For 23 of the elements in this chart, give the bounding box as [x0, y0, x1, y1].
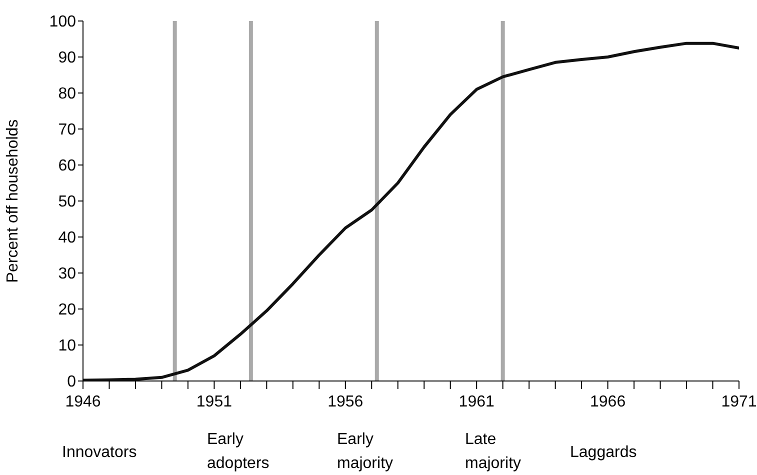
text: Innovators: [62, 443, 138, 463]
y-tick-label: 70: [58, 122, 76, 139]
y-tick-label: 100: [49, 14, 76, 31]
text: Late majority: [465, 430, 522, 474]
x-tick-label: 1966: [590, 393, 626, 410]
y-tick-label: 20: [58, 302, 76, 319]
x-tick-label: 1971: [721, 393, 757, 410]
y-tick-label: 90: [58, 50, 76, 67]
text: Early majority: [337, 430, 394, 474]
x-tick-label: 1946: [65, 393, 101, 410]
y-tick-label: 80: [58, 86, 76, 103]
y-tick-label: 0: [67, 374, 76, 391]
text: Laggards: [570, 443, 638, 463]
x-tick-label: 1961: [458, 393, 494, 410]
y-tick-label: 10: [58, 338, 76, 355]
y-tick-label: 40: [58, 230, 76, 247]
y-tick-label: 60: [58, 158, 76, 175]
y-axis-title: Percent off households: [4, 119, 22, 283]
text: Early adopters: [207, 430, 270, 474]
y-tick-label: 30: [58, 266, 76, 283]
y-tick-label: 50: [58, 194, 76, 211]
x-tick-label: 1951: [196, 393, 232, 410]
x-tick-label: 1956: [328, 393, 364, 410]
